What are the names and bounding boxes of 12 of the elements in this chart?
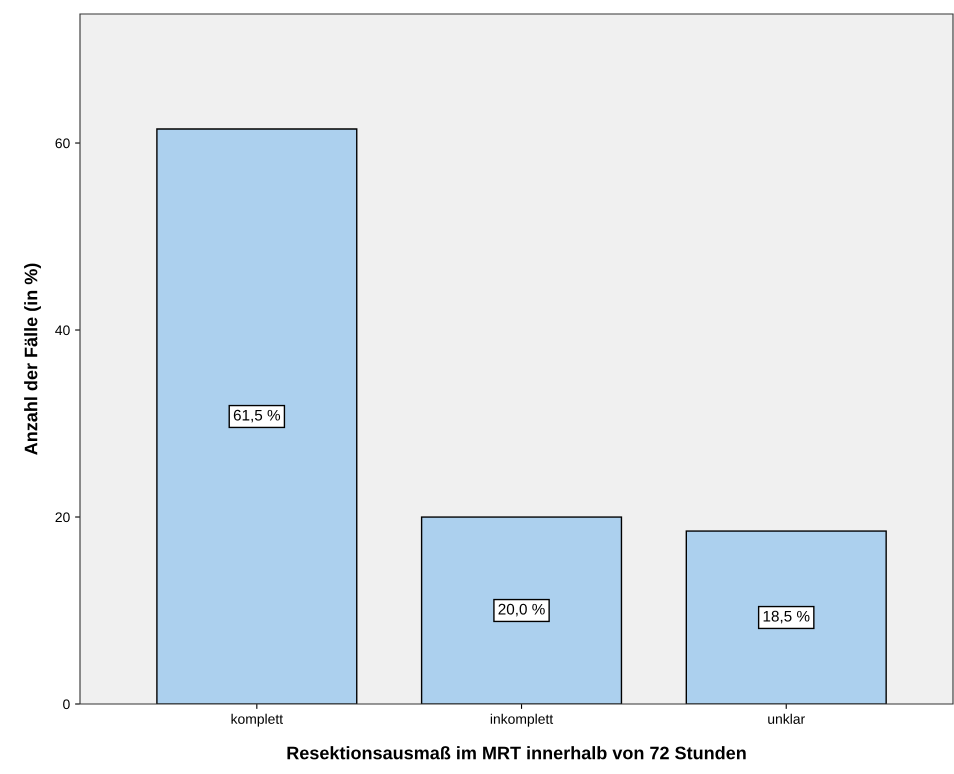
y-tick-label: 20	[56, 512, 70, 522]
x-axis-title: Resektionsausmaß im MRT innerhalb von 72 Stunden	[287, 746, 746, 760]
data-label: 61,5 %	[234, 410, 280, 422]
data-label: 18,5 %	[764, 610, 810, 624]
y-tick-label: 40	[55, 325, 70, 336]
x-tick-label: inkomplett	[490, 714, 554, 727]
y-axis-title: Anzahl der Fälle (in %)	[24, 264, 41, 455]
y-tick-label: 60	[56, 138, 70, 148]
x-tick-label: komplett	[232, 714, 283, 727]
x-tick-label: unklar	[768, 714, 805, 724]
y-tick-label: 0	[63, 699, 70, 710]
data-label: 20,0 %	[498, 604, 545, 616]
